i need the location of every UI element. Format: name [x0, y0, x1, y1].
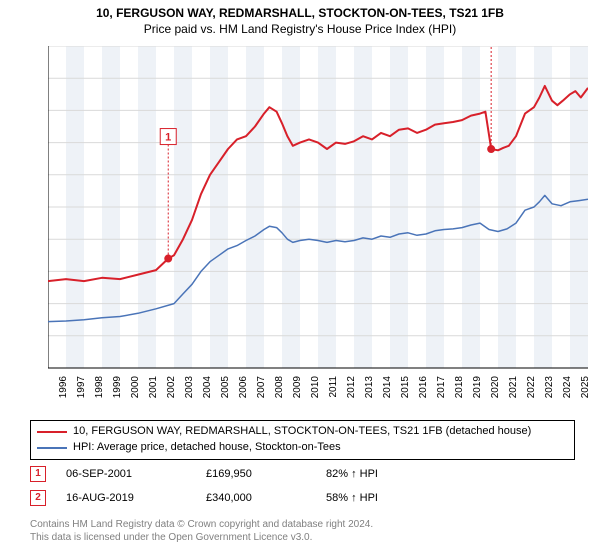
transaction-pct: 58% ↑ HPI [326, 492, 446, 504]
x-tick-label: 2006 [238, 376, 249, 399]
transaction-price: £169,950 [206, 468, 326, 480]
transaction-date: 06-SEP-2001 [66, 468, 206, 480]
transaction-marker: 1 [30, 466, 46, 482]
x-tick-label: 2019 [472, 376, 483, 399]
x-tick-label: 1997 [76, 376, 87, 399]
x-tick-label: 2017 [436, 376, 447, 399]
footer-line2: This data is licensed under the Open Gov… [30, 531, 373, 544]
x-tick-label: 2015 [400, 376, 411, 399]
x-tick-label: 2016 [418, 376, 429, 399]
x-tick-label: 1998 [94, 376, 105, 399]
x-tick-label: 1999 [112, 376, 123, 399]
legend-row: 10, FERGUSON WAY, REDMARSHALL, STOCKTON-… [37, 424, 568, 440]
x-tick-label: 2012 [346, 376, 357, 399]
legend-swatch [37, 447, 67, 449]
title-line1: 10, FERGUSON WAY, REDMARSHALL, STOCKTON-… [0, 6, 600, 22]
marker-label: 1 [165, 132, 171, 144]
x-tick-label: 2024 [562, 376, 573, 399]
x-tick-label: 1996 [58, 376, 69, 399]
transaction-row: 2 16-AUG-2019£340,00058% ↑ HPI [30, 486, 575, 510]
transaction-price: £340,000 [206, 492, 326, 504]
x-tick-label: 2022 [526, 376, 537, 399]
transaction-pct: 82% ↑ HPI [326, 468, 446, 480]
x-tick-label: 2014 [382, 376, 393, 399]
x-tick-label: 2018 [454, 376, 465, 399]
title-block: 10, FERGUSON WAY, REDMARSHALL, STOCKTON-… [0, 0, 600, 37]
footer-attribution: Contains HM Land Registry data © Crown c… [30, 518, 373, 544]
x-tick-label: 2003 [184, 376, 195, 399]
marker-point [487, 145, 495, 153]
transaction-marker: 2 [30, 490, 46, 506]
x-tick-label: 2010 [310, 376, 321, 399]
x-tick-label: 2000 [130, 376, 141, 399]
x-tick-label: 2013 [364, 376, 375, 399]
transaction-rows: 1 06-SEP-2001£169,95082% ↑ HPI 2 16-AUG-201… [30, 462, 575, 510]
chart-container: 10, FERGUSON WAY, REDMARSHALL, STOCKTON-… [0, 0, 600, 560]
footer-line1: Contains HM Land Registry data © Crown c… [30, 518, 373, 531]
legend-swatch [37, 431, 67, 433]
x-tick-label: 2011 [328, 376, 339, 398]
transaction-date: 16-AUG-2019 [66, 492, 206, 504]
x-tick-label: 2001 [148, 376, 159, 399]
legend: 10, FERGUSON WAY, REDMARSHALL, STOCKTON-… [30, 420, 575, 460]
x-tick-label: 1995 [48, 376, 51, 399]
x-tick-label: 2020 [490, 376, 501, 399]
x-tick-label: 2023 [544, 376, 555, 399]
x-tick-label: 2002 [166, 376, 177, 399]
x-tick-label: 2021 [508, 376, 519, 399]
x-tick-label: 2007 [256, 376, 267, 399]
title-line2: Price paid vs. HM Land Registry's House … [0, 22, 600, 38]
legend-row: HPI: Average price, detached house, Stoc… [37, 440, 568, 456]
legend-label: 10, FERGUSON WAY, REDMARSHALL, STOCKTON-… [73, 424, 531, 439]
x-tick-label: 2008 [274, 376, 285, 399]
x-tick-label: 2004 [202, 376, 213, 399]
x-tick-label: 2009 [292, 376, 303, 399]
transaction-row: 1 06-SEP-2001£169,95082% ↑ HPI [30, 462, 575, 486]
x-tick-label: 2005 [220, 376, 231, 399]
legend-label: HPI: Average price, detached house, Stoc… [73, 440, 341, 455]
price-chart: £0£50K£100K£150K£200K£250K£300K£350K£400… [48, 46, 588, 406]
x-tick-label: 2025 [580, 376, 588, 399]
